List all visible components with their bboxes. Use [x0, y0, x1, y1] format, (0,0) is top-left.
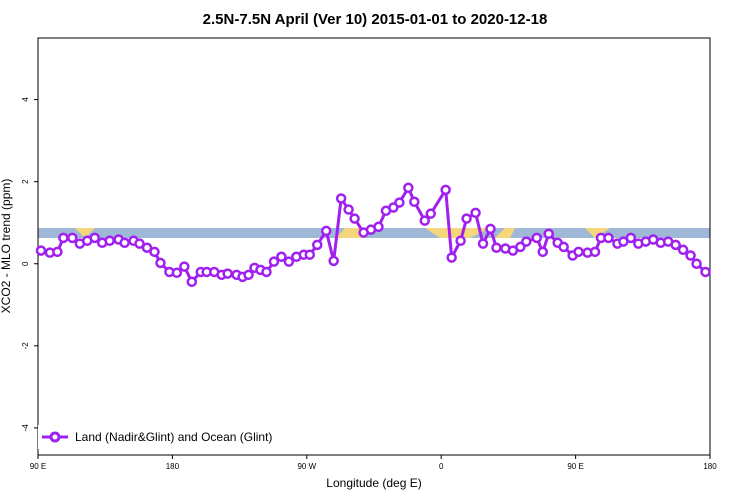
x-tick-label: 90 E: [567, 462, 583, 471]
data-point: [186, 276, 198, 288]
legend-marker: [49, 431, 61, 443]
data-point: [328, 255, 339, 267]
y-axis-label: XCO2 - MLO trend (ppm): [0, 179, 13, 314]
x-tick-label: 180: [166, 462, 180, 471]
data-point: [403, 182, 414, 194]
data-point: [409, 196, 420, 208]
legend: Land (Nadir&Glint) and Ocean (Glint): [38, 425, 278, 449]
y-tick-label: -2: [21, 342, 30, 350]
data-point: [455, 235, 466, 247]
data-point: [531, 232, 543, 244]
land-shape: [336, 228, 366, 238]
data-point: [425, 208, 436, 219]
land-shape: [425, 228, 490, 238]
data-point: [700, 266, 711, 278]
data-point: [419, 215, 431, 226]
data-point: [335, 193, 347, 204]
x-tick-label: 90 E: [30, 462, 46, 471]
data-point: [243, 269, 254, 281]
data-point: [304, 249, 316, 260]
data-point: [521, 236, 532, 247]
data-point: [537, 246, 548, 258]
data-point: [470, 207, 481, 219]
y-tick-label: 2: [21, 179, 30, 184]
data-point: [104, 235, 115, 247]
legend-box: [38, 425, 278, 449]
data-point: [485, 223, 496, 235]
legend-label: Land (Nadir&Glint) and Ocean (Glint): [75, 430, 272, 444]
data-point: [312, 239, 323, 251]
data-point: [685, 250, 696, 261]
x-tick-label: 0: [439, 462, 444, 471]
data-point: [343, 204, 354, 215]
data-point: [603, 232, 614, 244]
data-point: [543, 228, 554, 240]
data-point: [461, 213, 472, 224]
data-point: [394, 197, 405, 208]
chart-title: 2.5N-7.5N April (Ver 10) 2015-01-01 to 2…: [203, 11, 548, 28]
land-shape: [585, 228, 610, 238]
data-point: [625, 232, 637, 244]
data-point: [589, 246, 601, 258]
land-shape: [495, 228, 515, 238]
data-point: [349, 213, 360, 224]
data-point: [276, 251, 287, 263]
data-point: [58, 232, 69, 244]
land-shape: [75, 228, 95, 238]
data-point: [171, 267, 183, 279]
data-point: [35, 245, 47, 256]
data-point: [670, 239, 681, 251]
x-tick-label: 180: [703, 462, 717, 471]
data-point: [558, 241, 569, 253]
data-point: [268, 256, 280, 267]
data-point: [52, 246, 63, 258]
data-point: [119, 237, 130, 249]
data-point: [222, 268, 233, 279]
data-point: [261, 266, 272, 278]
data-point: [691, 258, 702, 269]
data-point: [67, 232, 78, 244]
data-point: [134, 238, 145, 249]
data-point: [373, 221, 384, 233]
x-tick-label: 90 W: [297, 462, 316, 471]
data-point: [320, 225, 332, 237]
data-point: [89, 232, 100, 244]
data-point: [477, 238, 489, 249]
data-point: [573, 246, 584, 258]
data-point: [283, 256, 295, 267]
data-point: [179, 261, 190, 272]
data-point: [141, 242, 153, 253]
data-point: [491, 242, 502, 253]
y-tick-label: 0: [21, 261, 30, 266]
data-point: [677, 244, 689, 256]
data-point: [440, 184, 451, 196]
data-point: [149, 246, 160, 258]
y-tick-label: 4: [21, 97, 30, 102]
x-axis-label: Longitude (deg E): [326, 476, 421, 490]
data-point: [446, 252, 457, 263]
data-point: [155, 257, 166, 269]
y-tick-label: -4: [21, 424, 30, 432]
